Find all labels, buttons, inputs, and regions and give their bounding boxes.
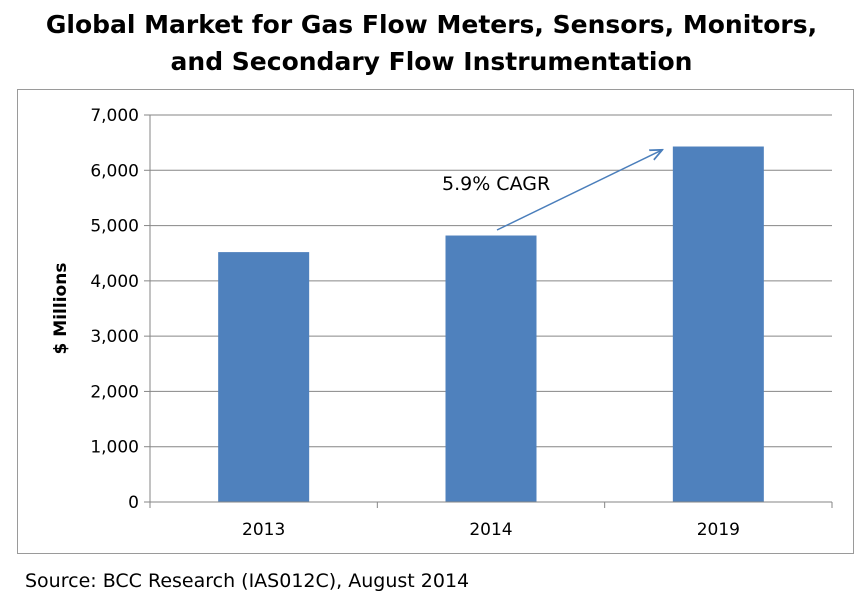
cagr-arrow bbox=[496, 150, 662, 231]
chart-title: Global Market for Gas Flow Meters, Senso… bbox=[0, 6, 863, 80]
chart-title-line-1: Global Market for Gas Flow Meters, Senso… bbox=[45, 10, 818, 39]
source-note: Source: BCC Research (IAS012C), August 2… bbox=[25, 570, 470, 592]
y-tick-label: 6,000 bbox=[90, 161, 139, 181]
y-tick-label: 2,000 bbox=[90, 382, 139, 402]
bar-2014 bbox=[445, 235, 537, 502]
y-tick-label: 5,000 bbox=[90, 217, 139, 237]
y-tick-label: 1,000 bbox=[90, 438, 139, 458]
y-tick-label: 0 bbox=[128, 493, 139, 513]
y-tick-label: 4,000 bbox=[90, 272, 139, 292]
x-tick-label: 2019 bbox=[697, 520, 740, 540]
x-tick-label: 2014 bbox=[469, 520, 512, 540]
bar-2019 bbox=[672, 146, 764, 502]
bar-2013 bbox=[218, 252, 310, 502]
y-tick-label: 3,000 bbox=[90, 327, 139, 347]
chart-frame bbox=[17, 89, 854, 554]
chart-title-line-2: and Secondary Flow Instrumentation bbox=[170, 47, 693, 76]
x-tick-label: 2013 bbox=[242, 520, 285, 540]
y-tick-label: 7,000 bbox=[90, 106, 139, 126]
y-axis-label: $ Millions bbox=[51, 263, 71, 355]
cagr-annotation: 5.9% CAGR bbox=[442, 173, 550, 195]
